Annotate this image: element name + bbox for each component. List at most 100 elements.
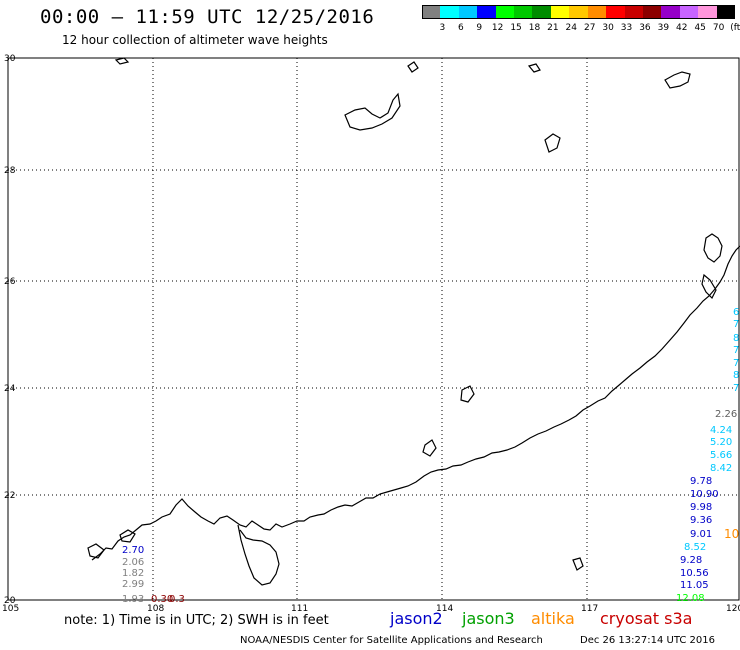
legend-item: altika	[531, 609, 575, 628]
island-j	[407, 61, 419, 73]
footer-agency: NOAA/NESDIS Center for Satellite Applica…	[240, 635, 543, 646]
island-k	[114, 57, 130, 65]
wave-height-label: 0.3	[169, 594, 185, 605]
wave-height-label: 7.6	[733, 358, 740, 369]
colorbar-label: 21	[547, 23, 559, 33]
wave-height-label: 12.08	[676, 593, 705, 604]
colorbar-label: 15	[510, 23, 522, 33]
colorbar-label: 6	[457, 23, 464, 33]
colorbar-label: 12	[491, 23, 504, 33]
colorbar-swatch	[422, 5, 441, 19]
footer-timestamp: Dec 26 13:27:14 UTC 2016	[580, 635, 715, 646]
wave-height-label: 10.90	[690, 489, 719, 500]
colorbar-swatch	[569, 5, 589, 19]
colorbar-label: 45	[694, 23, 706, 33]
leizhou-hainan	[237, 524, 280, 586]
colorbar-label: 36	[639, 23, 651, 33]
lon-label: 108	[147, 604, 164, 614]
island-l	[527, 63, 541, 73]
island-a	[344, 92, 401, 131]
colorbar-label: 30	[602, 23, 614, 33]
wave-height-label: 1.82	[122, 568, 144, 579]
wave-height-label: 7.	[733, 345, 740, 356]
wave-height-label: 8.42	[710, 463, 732, 474]
wave-height-label: 1.93	[122, 594, 144, 605]
lon-label: 120	[726, 604, 740, 614]
altimeter-tracks: 2.26 4.245.20 5.66 8.42 9.78 10.90 9.98 9.36 9.0…	[122, 307, 740, 605]
colorbar-label: 18	[528, 23, 541, 33]
lat-label: 28	[4, 166, 16, 176]
taiwan	[703, 233, 723, 263]
lon-label: 114	[436, 604, 453, 614]
colorbar-label: 27	[583, 23, 596, 33]
colorbar-swatch	[698, 5, 718, 19]
colorbar-swatch	[716, 5, 736, 19]
legend-item: cryosat s3a	[600, 609, 693, 628]
coastline-mainland	[91, 245, 740, 561]
wave-height-label: 2.26	[715, 409, 737, 420]
colorbar-label: 33	[620, 23, 633, 33]
island-e	[422, 439, 437, 457]
wave-height-label: 9.01	[690, 529, 712, 540]
island-c	[544, 133, 561, 153]
lat-label: 26	[4, 277, 16, 287]
colorbar-label: 70	[712, 23, 725, 33]
coastline	[87, 57, 740, 586]
lon-label: 111	[291, 604, 308, 614]
lon-label: 105	[2, 604, 19, 614]
wave-height-label: 4.24	[710, 425, 732, 436]
legend-item: jason2	[390, 609, 443, 628]
wave-height-label: 9.78	[690, 476, 712, 487]
colorbar-label: 9	[476, 23, 483, 33]
colorbar-swatch	[661, 5, 681, 19]
wave-height-label: 6	[733, 307, 739, 318]
map-frame	[7, 57, 740, 601]
wave-height-label: 8.	[733, 333, 740, 344]
wave-height-label: 0.30	[151, 594, 173, 605]
wave-height-label: 11.05	[680, 580, 709, 591]
wave-height-label: 8.2	[733, 370, 740, 381]
colorbar-swatch	[679, 5, 699, 19]
lat-label: 22	[4, 491, 15, 501]
colorbar-swatch	[550, 5, 570, 19]
colorbar-swatch	[458, 5, 478, 19]
wave-height-label: 2.06	[122, 557, 144, 568]
wave-height-label: 5.66	[710, 450, 732, 461]
colorbar-swatch	[587, 5, 607, 19]
lat-label: 20	[4, 596, 16, 606]
wave-height-label: 2.70	[122, 545, 144, 556]
lon-label: 117	[581, 604, 598, 614]
wave-height-label: 5.20	[710, 437, 732, 448]
wave-height-label: 8.52	[684, 542, 706, 553]
island-i	[572, 557, 584, 571]
colorbar-swatch	[642, 5, 662, 19]
colorbar-label: 3	[439, 23, 446, 33]
wave-height-label: 9.36	[690, 515, 712, 526]
map-subtitle: 12 hour collection of altimeter wave hei…	[62, 33, 328, 47]
wave-height-label: 10.56	[680, 568, 709, 579]
map-title: 00:00 — 11:59 UTC 12/25/2016	[40, 6, 375, 28]
wave-height-label: 9.98	[690, 502, 712, 513]
colorbar-label: (ft)	[730, 23, 740, 33]
colorbar-label: 42	[676, 23, 688, 33]
wave-height-label: 10	[724, 527, 739, 541]
wave-height-label: 7.6	[733, 383, 740, 394]
lat-lon-grid	[7, 57, 740, 601]
wave-height-label: 2.99	[122, 579, 144, 590]
colorbar-swatch	[606, 5, 626, 19]
wave-height-label: 7	[733, 319, 739, 330]
island-f	[87, 543, 105, 559]
units-note: note: 1) Time is in UTC; 2) SWH is in fe…	[64, 613, 329, 628]
island-b	[664, 71, 691, 89]
colorbar-swatch	[514, 5, 533, 19]
colorbar-swatch	[495, 5, 515, 19]
colorbar-swatch	[440, 5, 460, 19]
island-h	[701, 273, 717, 300]
colorbar-swatch	[477, 5, 497, 19]
lat-label: 30	[4, 54, 16, 64]
colorbar-label: 39	[657, 23, 670, 33]
wave-height-label: 9.28	[680, 555, 702, 566]
legend-item: jason3	[462, 609, 515, 628]
